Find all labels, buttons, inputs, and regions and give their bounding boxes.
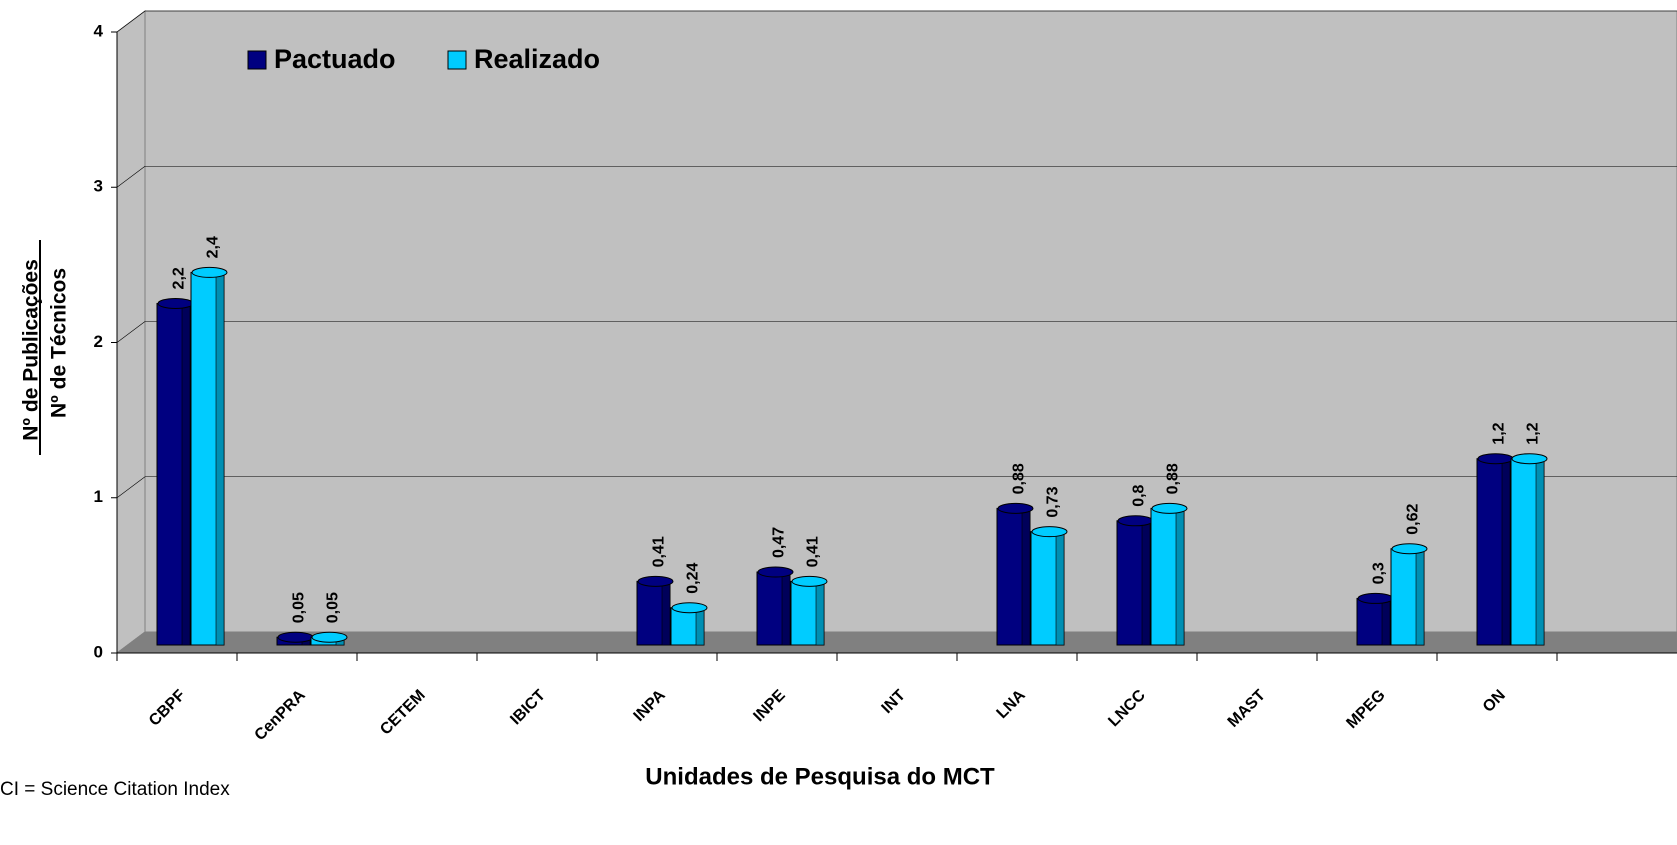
bar-side <box>1055 531 1065 646</box>
value-label: 0,3 <box>1371 562 1388 584</box>
legend-swatch <box>447 50 467 70</box>
y-axis-label-top: Nº de Publicações <box>20 259 43 441</box>
bar-side <box>1141 520 1151 646</box>
y-tick-label: 0 <box>94 642 103 661</box>
x-tick-label: CETEM <box>377 687 429 739</box>
y-tick-label: 3 <box>94 177 103 196</box>
bar-top <box>671 602 708 614</box>
bar-side <box>695 607 705 646</box>
legend-label: Pactuado <box>274 44 396 74</box>
y-axis-label-bottom: Nº de Técnicos <box>48 268 71 418</box>
bar-top <box>1151 502 1188 514</box>
value-label: 1,2 <box>1525 422 1542 444</box>
value-label: 0,88 <box>1011 463 1028 494</box>
legend-label: Realizado <box>474 44 600 74</box>
x-tick-label: MPEG <box>1343 687 1388 732</box>
x-tick-label: CBPF <box>146 687 189 730</box>
value-label: 0,62 <box>1405 504 1422 535</box>
bar-top <box>277 631 314 643</box>
grid-line <box>116 476 146 498</box>
bar-top <box>1511 453 1548 465</box>
grid-line <box>116 321 146 343</box>
x-tick-label: INT <box>879 687 909 717</box>
bar-top <box>637 575 674 587</box>
value-label: 0,73 <box>1045 486 1062 517</box>
x-tick-label: INPE <box>750 687 789 726</box>
legend-swatch <box>247 50 267 70</box>
bar-side <box>781 571 791 646</box>
bar-top <box>311 631 348 643</box>
x-tick-label: IBICT <box>507 687 549 729</box>
bar-top <box>1477 453 1514 465</box>
bar-side <box>1415 548 1425 646</box>
footnote: CI = Science Citation Index <box>0 779 230 800</box>
bar-side <box>1381 598 1391 646</box>
bar-side <box>1535 458 1545 646</box>
floor <box>115 631 1677 654</box>
bar-top <box>1031 526 1068 538</box>
bar-top <box>791 575 828 587</box>
y-tick-label: 1 <box>94 487 103 506</box>
bar-side <box>815 581 825 646</box>
bar-top <box>1357 592 1394 604</box>
bar-side <box>181 303 191 646</box>
y-tick-label: 2 <box>94 332 103 351</box>
y-tick-label: 4 <box>94 21 104 40</box>
bar-top <box>997 502 1034 514</box>
value-label: 0,88 <box>1165 463 1182 494</box>
x-tick-label: ON <box>1480 687 1509 716</box>
value-label: 0,05 <box>291 592 308 623</box>
x-tick-label: LNA <box>994 686 1030 722</box>
bar-side <box>1021 508 1031 646</box>
bar-side <box>1175 508 1185 646</box>
x-tick-label: CenPRA <box>252 686 310 744</box>
bar-top <box>1391 543 1428 555</box>
grid-line <box>116 10 146 33</box>
x-tick-label: LNCC <box>1105 686 1149 730</box>
bar-top <box>157 297 194 309</box>
bar-side <box>1501 458 1511 646</box>
x-tick-label: INPA <box>631 686 670 725</box>
value-label: 1,2 <box>1491 422 1508 444</box>
value-label: 0,47 <box>771 527 788 558</box>
bar-top <box>1117 515 1154 527</box>
value-label: 0,24 <box>685 562 702 593</box>
bar-side <box>215 272 225 646</box>
value-label: 0,8 <box>1131 484 1148 506</box>
bar-side <box>661 581 671 646</box>
value-label: 0,41 <box>805 536 822 567</box>
x-axis-label: Unidades de Pesquisa do MCT <box>645 763 995 790</box>
grid-line <box>116 166 146 188</box>
x-tick-label: MAST <box>1225 687 1269 731</box>
bar-top <box>191 266 228 278</box>
value-label: 2,4 <box>205 236 222 258</box>
value-label: 0,41 <box>651 536 668 567</box>
value-label: 2,2 <box>171 267 188 289</box>
bar-top <box>757 566 794 578</box>
value-label: 0,05 <box>325 592 342 623</box>
